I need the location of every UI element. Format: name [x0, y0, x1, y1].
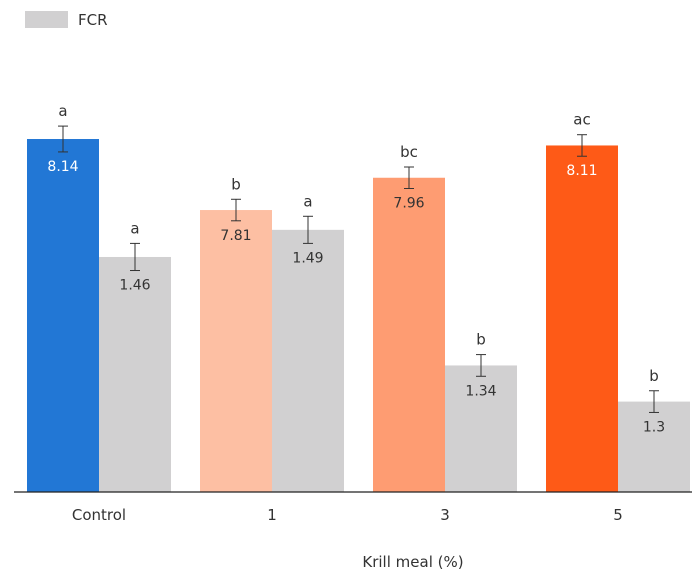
significance-letter-s0-0: a — [58, 102, 67, 120]
significance-letter-s1-3: b — [649, 367, 659, 385]
legend-label-fcr: FCR — [78, 11, 108, 29]
x-axis-title: Krill meal (%) — [362, 553, 463, 570]
significance-letter-s0-3: ac — [573, 111, 590, 129]
bar-s0-0 — [27, 139, 99, 492]
x-tick-labels: Control 1 3 5 — [72, 506, 623, 524]
x-tick-label-1: 1 — [267, 506, 277, 524]
bar-s1-3 — [618, 401, 690, 492]
bar-s1-2 — [445, 365, 517, 492]
bar-s0-1 — [200, 210, 272, 493]
bar-s0-2 — [373, 177, 445, 492]
data-label-s0-3: 8.11 — [566, 163, 597, 179]
bar-s1-0 — [99, 256, 171, 492]
significance-letter-s0-2: bc — [400, 143, 418, 161]
x-tick-label-0: Control — [72, 506, 126, 524]
bar-s0-3 — [546, 145, 618, 492]
data-label-s1-1: 1.49 — [292, 250, 323, 266]
significance-letter-s1-2: b — [476, 331, 486, 349]
x-tick-label-2: 3 — [440, 506, 450, 524]
bar-s1-1 — [272, 229, 344, 492]
significance-letter-s1-1: a — [303, 192, 312, 210]
data-label-s1-2: 1.34 — [465, 383, 496, 399]
data-label-s0-2: 7.96 — [393, 196, 424, 212]
legend-swatch-fcr — [25, 11, 68, 28]
x-tick-label-3: 5 — [613, 506, 623, 524]
data-label-s1-3: 1.3 — [643, 419, 665, 435]
significance-letter-s1-0: a — [130, 219, 139, 237]
data-label-s0-0: 8.14 — [47, 159, 78, 175]
bars: a 8.14 a 1.46 b 7.81 a 1.49 bc 7.96 b 1.34 ac 8.11 b 1.… — [27, 102, 690, 493]
data-label-s0-1: 7.81 — [220, 228, 251, 244]
significance-letter-s0-1: b — [231, 175, 241, 193]
legend: FCR — [25, 11, 108, 29]
data-label-s1-0: 1.46 — [119, 278, 150, 294]
